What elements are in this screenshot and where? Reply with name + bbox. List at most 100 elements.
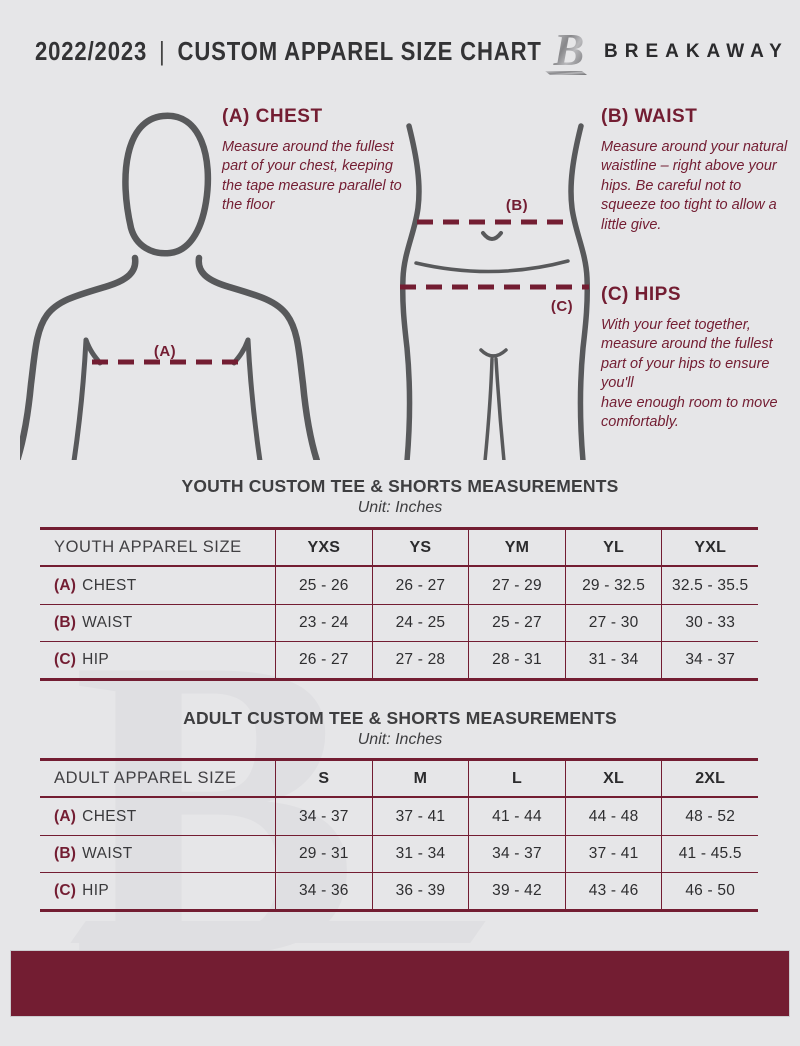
youth-hip-yxs: 26 - 27: [275, 642, 372, 678]
youth-hip-yxl: 34 - 37: [661, 642, 758, 678]
youth-size-yxl: YXL: [661, 530, 758, 565]
row-prefix: (C): [54, 651, 77, 668]
adult-chest-row: (A) CHEST 34 - 37 37 - 41 41 - 44 44 - 48…: [40, 798, 758, 835]
footer-accent-bar: [10, 950, 790, 1017]
youth-size-ys: YS: [371, 530, 469, 565]
adult-waist-l: 34 - 37: [468, 836, 565, 872]
adult-hip-row-label: (C) HIP: [40, 873, 275, 909]
youth-chest-yxs: 25 - 26: [275, 567, 372, 604]
row-label: WAIST: [82, 614, 133, 631]
adult-chest-s: 34 - 37: [275, 798, 372, 835]
waist-instruction-heading: (B) WAIST: [601, 106, 698, 127]
adult-waist-xl: 37 - 41: [564, 836, 662, 872]
figure-left-torso-leg: [400, 123, 422, 460]
logo-underline: [545, 71, 587, 75]
youth-waist-yl: 27 - 30: [564, 605, 662, 641]
row-prefix: (A): [54, 576, 77, 594]
youth-section-title: YOUTH CUSTOM TEE & SHORTS MEASUREMENTS: [181, 476, 619, 496]
figure-right-torso-leg: [568, 123, 590, 460]
hips-line-label: (C): [551, 298, 573, 315]
row-label: CHEST: [82, 807, 137, 825]
youth-hip-ym: 28 - 31: [468, 642, 565, 678]
adult-size-table: ADULT APPAREL SIZE S M L XL 2XL (A) CHEST…: [40, 758, 758, 912]
youth-size-table: YOUTH APPAREL SIZE YXS YS YM YL YXL (A) C…: [40, 527, 758, 681]
youth-chest-row-label: (A) CHEST: [40, 567, 275, 604]
youth-waist-row: (B) WAIST 23 - 24 24 - 25 25 - 27 27 - 30…: [40, 604, 758, 641]
adult-chest-2xl: 48 - 52: [661, 798, 758, 835]
adult-chest-l: 41 - 44: [468, 798, 565, 835]
adult-table-header-label: ADULT APPAREL SIZE: [54, 769, 237, 787]
adult-section-unit: Unit: Inches: [357, 731, 443, 748]
figure-right-shoulder-arm: [195, 254, 320, 460]
youth-chest-row: (A) CHEST 25 - 26 26 - 27 27 - 29 29 - 32…: [40, 567, 758, 604]
youth-chest-yl: 29 - 32.5: [564, 567, 662, 604]
waist-instruction-block: (B) WAIST Measure around your natural wa…: [601, 106, 793, 235]
row-prefix: (B): [54, 614, 77, 631]
youth-waist-yxl: 30 - 33: [661, 605, 758, 641]
youth-hip-ys: 27 - 28: [371, 642, 469, 678]
adult-chest-row-label: (A) CHEST: [40, 798, 275, 835]
youth-hip-row-label: (C) HIP: [40, 642, 275, 678]
row-label: HIP: [82, 651, 110, 668]
logo-letter: B: [553, 24, 585, 75]
adult-size-m: M: [371, 761, 469, 796]
figure-left-inner-arm: [71, 337, 89, 460]
title-text: CUSTOM APPAREL SIZE CHART: [177, 36, 542, 66]
page-title: 2022/2023 | CUSTOM APPAREL SIZE CHART: [35, 36, 542, 67]
brand-name: BREAKAWAY: [604, 41, 789, 62]
figure-crotch: [479, 348, 508, 358]
youth-chest-yxl: 32.5 - 35.5: [661, 567, 758, 604]
adult-waist-m: 31 - 34: [371, 836, 469, 872]
figure-hip-curve: [414, 259, 570, 274]
row-prefix: (B): [54, 845, 77, 862]
waist-line-label: (B): [506, 197, 528, 214]
brand-logo: B BREAKAWAY: [540, 24, 789, 80]
row-label: CHEST: [82, 576, 137, 594]
waist-instruction-body: Measure around your natural waistline – …: [601, 139, 788, 233]
row-label: WAIST: [82, 845, 133, 862]
figure-left-shoulder-arm: [20, 254, 139, 460]
youth-hip-yl: 31 - 34: [564, 642, 662, 678]
chest-instruction-body: Measure around the fullest part of your …: [222, 139, 402, 214]
youth-waist-ym: 25 - 27: [468, 605, 565, 641]
title-year: 2022/2023: [35, 36, 148, 66]
adult-table-header-row: ADULT APPAREL SIZE S M L XL 2XL: [40, 761, 758, 798]
row-prefix: (C): [54, 882, 77, 899]
adult-size-xl: XL: [564, 761, 662, 796]
row-prefix: (A): [54, 807, 77, 825]
adult-hip-l: 39 - 42: [468, 873, 565, 909]
youth-section-unit: Unit: Inches: [357, 499, 443, 516]
chest-instruction-block: (A) CHEST Measure around the fullest par…: [222, 106, 404, 216]
adult-waist-row: (B) WAIST 29 - 31 31 - 34 34 - 37 37 - 41…: [40, 835, 758, 872]
hips-instruction-body: With your feet together, measure around …: [601, 317, 778, 431]
adult-section-title: ADULT CUSTOM TEE & SHORTS MEASUREMENTS: [183, 708, 617, 728]
adult-hip-row: (C) HIP 34 - 36 36 - 39 39 - 42 43 - 46 4…: [40, 872, 758, 909]
youth-chest-ys: 26 - 27: [371, 567, 469, 604]
adult-waist-s: 29 - 31: [275, 836, 372, 872]
upper-body-figure: (A): [20, 112, 320, 460]
adult-size-2xl: 2XL: [661, 761, 758, 796]
breakaway-b-logo-icon: B: [545, 24, 587, 75]
youth-waist-row-label: (B) WAIST: [40, 605, 275, 641]
chest-instruction-heading: (A) CHEST: [222, 106, 323, 127]
youth-hip-row: (C) HIP 26 - 27 27 - 28 28 - 31 31 - 34 3…: [40, 641, 758, 678]
hips-instruction-heading: (C) HIPS: [601, 284, 681, 305]
youth-waist-ys: 24 - 25: [371, 605, 469, 641]
adult-chest-m: 37 - 41: [371, 798, 469, 835]
row-label: HIP: [82, 882, 110, 899]
figure-right-inner-leg: [494, 357, 506, 460]
adult-waist-row-label: (B) WAIST: [40, 836, 275, 872]
figure-navel: [481, 231, 503, 241]
youth-table-header-label: YOUTH APPAREL SIZE: [54, 538, 242, 556]
adult-waist-2xl: 41 - 45.5: [661, 836, 758, 872]
hips-instruction-block: (C) HIPS With your feet together, measur…: [601, 284, 793, 433]
youth-table-header-row: YOUTH APPAREL SIZE YXS YS YM YL YXL: [40, 530, 758, 567]
adult-hip-m: 36 - 39: [371, 873, 469, 909]
youth-size-yxs: YXS: [275, 530, 372, 565]
lower-body-figure: (B) (C): [400, 123, 590, 460]
watermark-underline: [70, 921, 486, 943]
adult-chest-xl: 44 - 48: [564, 798, 662, 835]
adult-hip-s: 34 - 36: [275, 873, 372, 909]
figure-head-outline: [122, 112, 212, 257]
youth-chest-ym: 27 - 29: [468, 567, 565, 604]
